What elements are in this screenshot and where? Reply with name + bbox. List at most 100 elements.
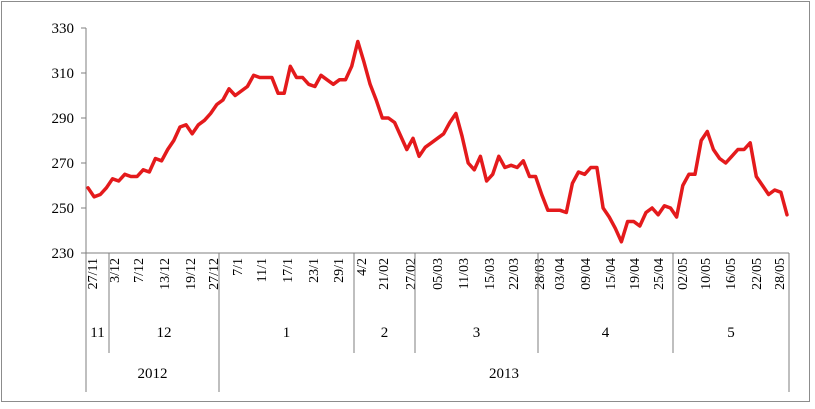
data-point	[724, 162, 727, 164]
data-point	[216, 103, 218, 106]
x-date-label: 25/04	[652, 258, 667, 290]
x-date-label: 15/03	[483, 258, 498, 290]
data-point	[786, 214, 788, 216]
data-point	[136, 175, 138, 178]
month-label: 1	[283, 325, 291, 341]
data-point	[424, 146, 427, 149]
data-point	[559, 209, 561, 212]
data-point	[160, 160, 163, 162]
year-label: 2013	[489, 366, 519, 382]
data-point	[228, 88, 230, 90]
data-point	[271, 76, 273, 79]
data-point	[761, 184, 764, 187]
data-point	[706, 130, 709, 133]
x-date-label: 28/03	[533, 258, 548, 290]
data-point	[111, 178, 114, 180]
data-point	[602, 207, 604, 209]
month-label: 3	[473, 325, 481, 341]
x-date-label: 3/12	[108, 258, 123, 283]
data-point	[773, 189, 776, 191]
data-point	[418, 155, 420, 158]
x-date-label: 11/1	[255, 258, 270, 282]
data-point	[688, 173, 690, 176]
y-tick-label: 290	[52, 111, 75, 127]
data-point	[357, 40, 359, 43]
data-point	[565, 211, 568, 214]
data-point	[675, 216, 678, 218]
chart-frame	[1, 1, 810, 402]
x-date-label: 22/03	[507, 258, 522, 290]
x-date-label: 22/05	[750, 258, 765, 290]
data-point	[571, 182, 574, 185]
data-point	[583, 173, 586, 176]
y-axis-ticks: 230 250 270 290 310 330	[52, 21, 86, 262]
data-point	[657, 214, 659, 216]
data-point	[87, 187, 89, 189]
data-point	[473, 169, 476, 171]
data-point	[528, 175, 531, 178]
data-point	[148, 171, 151, 173]
data-point	[314, 85, 316, 88]
data-point	[626, 220, 629, 223]
x-date-label: 03/04	[553, 258, 568, 290]
data-point	[283, 92, 286, 95]
data-point	[461, 135, 463, 137]
x-date-label: 15/04	[604, 258, 619, 290]
data-point	[755, 175, 758, 178]
data-point	[663, 205, 666, 207]
x-date-label: 27/11	[86, 258, 101, 289]
data-point	[449, 121, 451, 124]
data-point	[399, 135, 402, 137]
data-point	[93, 196, 95, 198]
data-point	[485, 180, 488, 182]
data-point	[332, 83, 335, 86]
data-point	[620, 241, 623, 243]
data-point	[240, 90, 243, 92]
data-point	[406, 148, 408, 151]
x-date-label: 23/1	[307, 258, 322, 283]
data-point	[491, 173, 494, 176]
data-point	[504, 166, 506, 169]
x-date-label: 02/05	[676, 258, 691, 290]
data-point	[694, 173, 696, 176]
data-point	[479, 155, 482, 158]
data-point	[645, 211, 647, 214]
data-point	[498, 155, 500, 158]
data-point	[191, 133, 193, 135]
data-point	[590, 166, 592, 169]
data-point	[632, 220, 635, 223]
data-point	[780, 191, 782, 194]
data-point	[577, 171, 580, 173]
y-tick-label: 230	[52, 246, 75, 262]
data-point	[436, 137, 439, 140]
data-point	[387, 117, 390, 119]
data-point	[553, 209, 555, 212]
data-point	[326, 79, 328, 81]
x-axis-categories: 27/11 3/12 7/12 13/12 19/12 27/12 7/1 11/1 17/1 2…	[85, 253, 790, 392]
data-point	[731, 155, 733, 158]
x-date-label: 09/04	[579, 258, 594, 290]
data-point	[369, 83, 371, 86]
data-point	[712, 148, 715, 151]
data-point	[124, 173, 126, 176]
x-date-label: 27/12	[207, 258, 222, 290]
year-label: 2012	[138, 366, 168, 382]
data-point	[222, 99, 224, 101]
data-point	[363, 61, 365, 63]
data-point	[265, 76, 267, 79]
x-date-label: 05/03	[431, 258, 446, 290]
series-line	[86, 39, 789, 244]
data-point	[209, 112, 212, 115]
data-point	[344, 79, 347, 81]
y-tick-label: 270	[52, 156, 75, 172]
data-point	[743, 148, 745, 151]
data-point	[669, 207, 672, 209]
data-point	[614, 227, 617, 230]
x-date-label: 10/05	[699, 258, 714, 290]
data-point	[510, 164, 512, 167]
data-point	[375, 99, 378, 101]
data-point	[166, 148, 169, 151]
x-date-label: 11/03	[457, 258, 472, 289]
x-date-label: 19/12	[184, 258, 199, 290]
